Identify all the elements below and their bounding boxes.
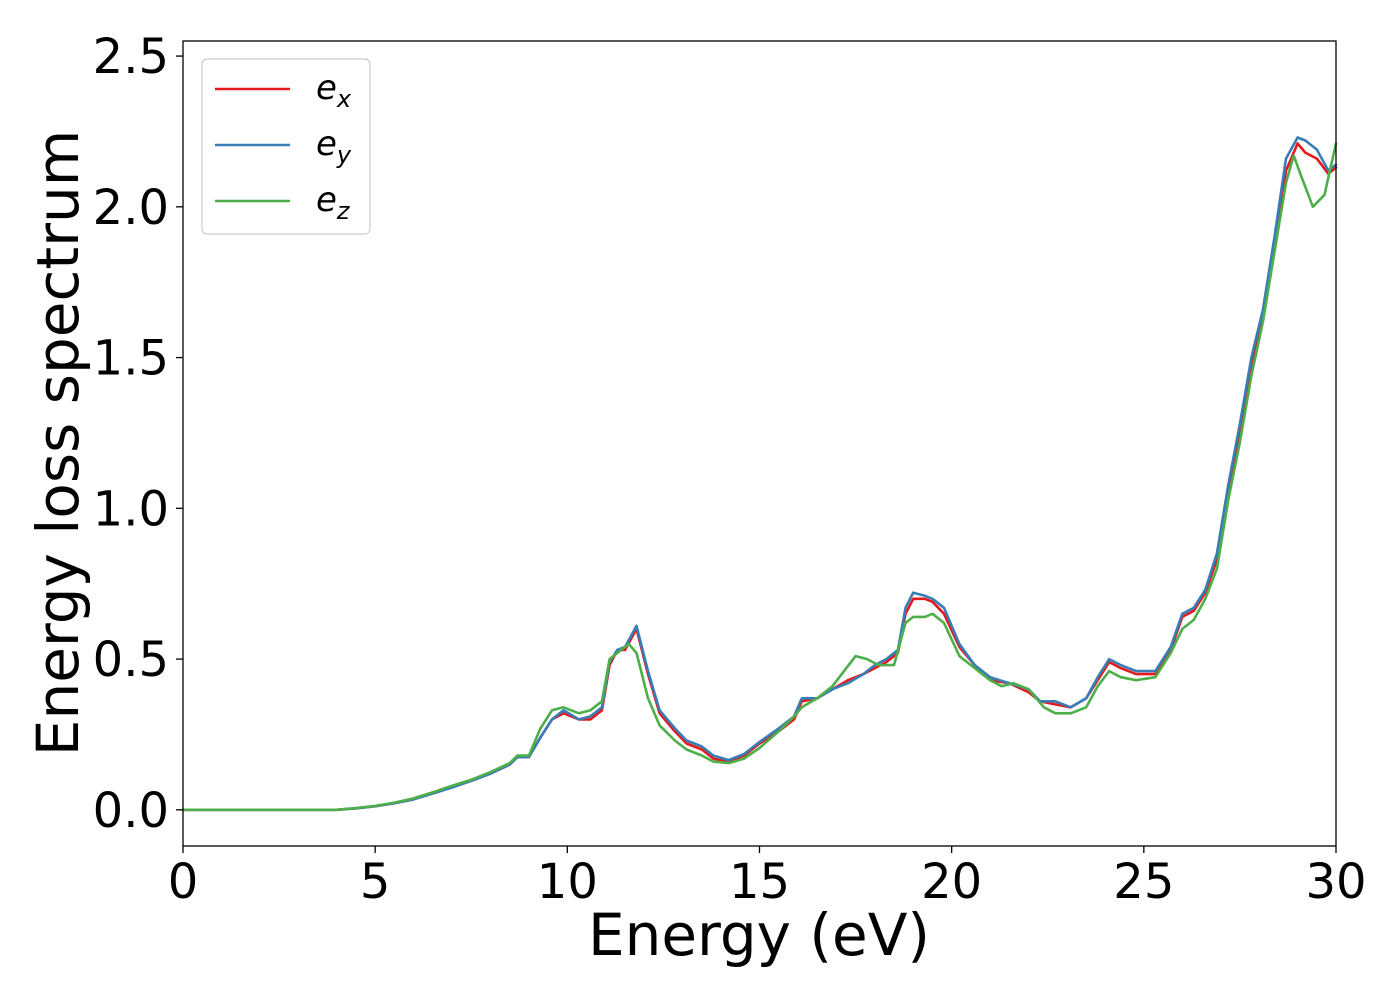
legend-label-z: ez — [316, 180, 351, 225]
x-tick-label: 15 — [729, 854, 790, 910]
x-tick-label: 25 — [1113, 854, 1174, 910]
x-tick-label: 30 — [1305, 854, 1366, 910]
x-tick-label: 0 — [168, 854, 199, 910]
series-line-y — [181, 136, 1338, 812]
x-tick-label: 10 — [537, 854, 598, 910]
y-tick-label: 1.5 — [93, 331, 169, 387]
y-tick-label: 2.5 — [93, 29, 169, 85]
plot-area — [181, 136, 1338, 812]
series-line-z — [181, 142, 1338, 812]
y-tick-label: 0.0 — [93, 783, 169, 839]
y-axis-title: Energy loss spectrum — [24, 130, 92, 756]
y-tick-label: 0.5 — [93, 632, 169, 688]
legend-label-x: ex — [316, 68, 352, 113]
x-tick-label: 5 — [360, 854, 391, 910]
y-axis: 0.0 0.5 1.0 1.5 2.0 2.5 — [93, 29, 183, 839]
legend: ex ey ez — [201, 58, 371, 235]
y-tick-label: 1.0 — [93, 481, 169, 537]
x-tick-label: 20 — [921, 854, 982, 910]
legend-box — [201, 58, 371, 235]
y-tick-label: 2.0 — [93, 180, 169, 236]
x-axis-title: Energy (eV) — [588, 901, 930, 969]
x-axis: 0 5 10 15 20 25 30 — [168, 846, 1367, 910]
legend-label-y: ey — [316, 124, 352, 169]
series-line-x — [181, 142, 1338, 812]
